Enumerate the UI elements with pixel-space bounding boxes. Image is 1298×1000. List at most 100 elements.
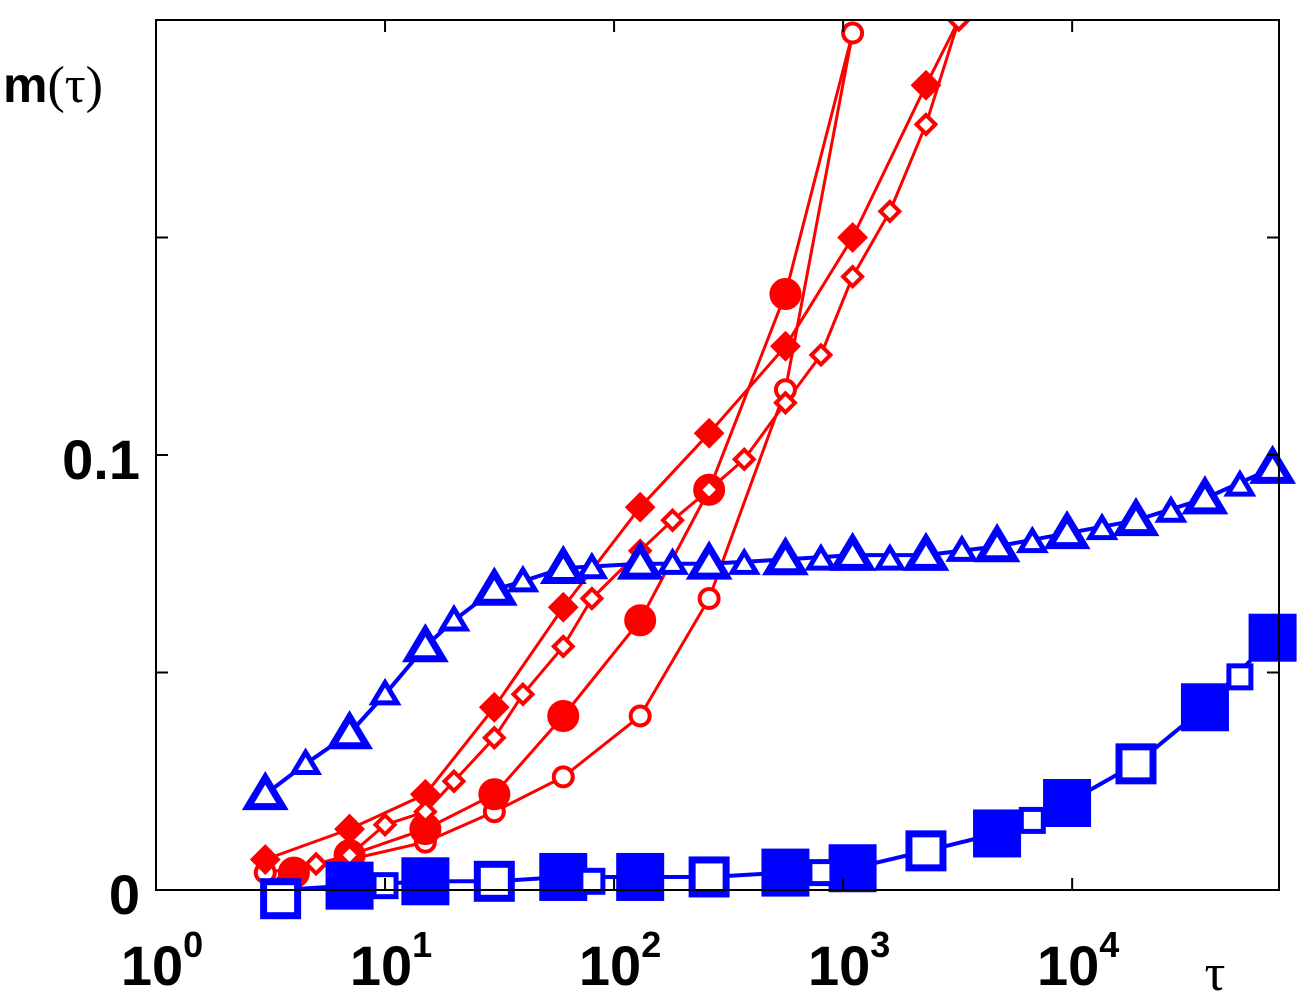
x-tick-label-exponent: 2 xyxy=(641,924,661,965)
marker-s5-p5 xyxy=(539,544,587,584)
marker-s5-p1 xyxy=(241,770,289,811)
marker-s6-p11 xyxy=(1015,525,1049,554)
x-tick-label-exponent: 3 xyxy=(870,924,890,965)
marker-s4-p2 xyxy=(303,851,329,877)
marker-s5-p15 xyxy=(1249,444,1296,484)
marker-s3-p5 xyxy=(547,591,579,623)
marker-s8-p4 xyxy=(905,830,947,872)
series-line-2 xyxy=(293,32,855,875)
marker-s3-p2 xyxy=(334,813,365,845)
x-tick-label-exponent: 0 xyxy=(183,924,203,965)
marker-s9-p4 xyxy=(1018,806,1046,834)
marker-s6-p3 xyxy=(437,603,471,632)
marker-s7-p6 xyxy=(828,844,877,893)
data-markers xyxy=(241,20,1297,920)
marker-s4-p18 xyxy=(877,199,903,224)
axis-ticks xyxy=(155,20,1279,891)
marker-s5-p6 xyxy=(616,540,664,580)
marker-s4-p7 xyxy=(481,725,507,751)
y-axis-title: m(τ) xyxy=(3,57,103,114)
marker-s4-p15 xyxy=(773,390,798,416)
marker-s5-p7 xyxy=(685,540,733,580)
series-line-4 xyxy=(279,20,961,887)
marker-s7-p7 xyxy=(973,809,1022,858)
marker-s5-p11 xyxy=(973,523,1021,563)
marker-s6-p13 xyxy=(1154,495,1188,523)
x-tick-label-4: 103 xyxy=(808,924,890,997)
marker-s7-p10 xyxy=(1248,613,1297,662)
marker-s4-p12 xyxy=(660,507,685,533)
marker-s5-p4 xyxy=(470,566,518,606)
marker-s7-p9 xyxy=(1180,683,1229,732)
marker-s7-p2 xyxy=(401,857,450,906)
y-tick-label-1: 0 xyxy=(109,863,140,926)
marker-s6-p12 xyxy=(1085,512,1119,541)
marker-s3-p10 xyxy=(910,69,942,101)
marker-s7-p4 xyxy=(616,852,665,901)
marker-s4-p17 xyxy=(840,264,865,289)
marker-s9-p2 xyxy=(578,867,606,895)
series-line-3 xyxy=(264,20,961,861)
marker-s4-p8 xyxy=(510,681,536,707)
x-tick-label-3: 102 xyxy=(579,924,661,997)
marker-s8-p3 xyxy=(688,856,730,898)
marker-s5-p10 xyxy=(902,531,950,571)
marker-s4-p9 xyxy=(550,634,576,659)
marker-s3-p7 xyxy=(693,417,725,449)
marker-s3-p8 xyxy=(770,330,801,362)
marker-s4-p16 xyxy=(808,342,834,368)
x-tick-label-base: 10 xyxy=(121,934,183,997)
marker-s6-p9 xyxy=(873,542,907,571)
marker-s2-p5 xyxy=(547,700,580,732)
marker-s6-p6 xyxy=(656,547,690,575)
marker-s3-p1 xyxy=(249,844,281,875)
x-tick-labels: 100 101 102 103 104 xyxy=(121,924,1119,997)
marker-s5-p9 xyxy=(829,531,877,571)
y-axis-title-argument: (τ) xyxy=(47,57,103,114)
x-axis-title: τ xyxy=(1205,945,1226,1000)
marker-s6-p4 xyxy=(506,564,540,593)
marker-s9-p5 xyxy=(1226,663,1254,691)
marker-s1-p9 xyxy=(841,21,865,45)
marker-s6-p14 xyxy=(1223,469,1257,497)
marker-s4-p14 xyxy=(731,447,757,472)
x-tick-label-1: 100 xyxy=(121,924,203,997)
marker-s4-p4 xyxy=(372,812,398,838)
x-tick-label-exponent: 4 xyxy=(1099,924,1119,965)
marker-s5-p13 xyxy=(1112,496,1160,537)
marker-s6-p7 xyxy=(727,547,761,575)
marker-s3-p4 xyxy=(478,691,510,723)
marker-s8-p5 xyxy=(1115,743,1157,785)
y-axis-title-symbol: m xyxy=(3,57,47,113)
y-tick-labels: 00.1 xyxy=(62,428,140,926)
marker-s5-p3 xyxy=(401,623,449,663)
marker-s5-p8 xyxy=(762,536,809,576)
marker-s4-p20 xyxy=(946,20,972,33)
marker-s8-p1 xyxy=(260,878,302,920)
marker-s5-p2 xyxy=(326,710,373,750)
marker-s6-p2 xyxy=(368,677,402,706)
marker-s6-p1 xyxy=(289,747,323,776)
marker-s3-p9 xyxy=(837,222,869,253)
marker-s2-p6 xyxy=(624,604,657,637)
y-tick-label-2: 0.1 xyxy=(62,428,140,491)
marker-s1-p7 xyxy=(697,587,721,611)
marker-s1-p5 xyxy=(551,765,575,789)
marker-s4-p19 xyxy=(913,112,939,137)
marker-s7-p5 xyxy=(761,848,810,897)
marker-s6-p5 xyxy=(575,551,609,580)
x-tick-label-base: 10 xyxy=(350,934,412,997)
marker-s6-p8 xyxy=(804,542,838,571)
plot-frame xyxy=(155,19,1280,891)
marker-s6-p10 xyxy=(945,534,979,562)
marker-s7-p1 xyxy=(325,861,374,910)
x-tick-label-5: 104 xyxy=(1037,924,1119,997)
x-tick-label-exponent: 1 xyxy=(412,924,432,965)
marker-s2-p4 xyxy=(478,778,511,811)
marker-s3-p6 xyxy=(624,491,656,523)
marker-s4-p13 xyxy=(696,477,722,503)
marker-s9-p3 xyxy=(807,859,835,887)
x-tick-label-base: 10 xyxy=(1037,934,1099,997)
marker-s5-p12 xyxy=(1043,509,1091,550)
